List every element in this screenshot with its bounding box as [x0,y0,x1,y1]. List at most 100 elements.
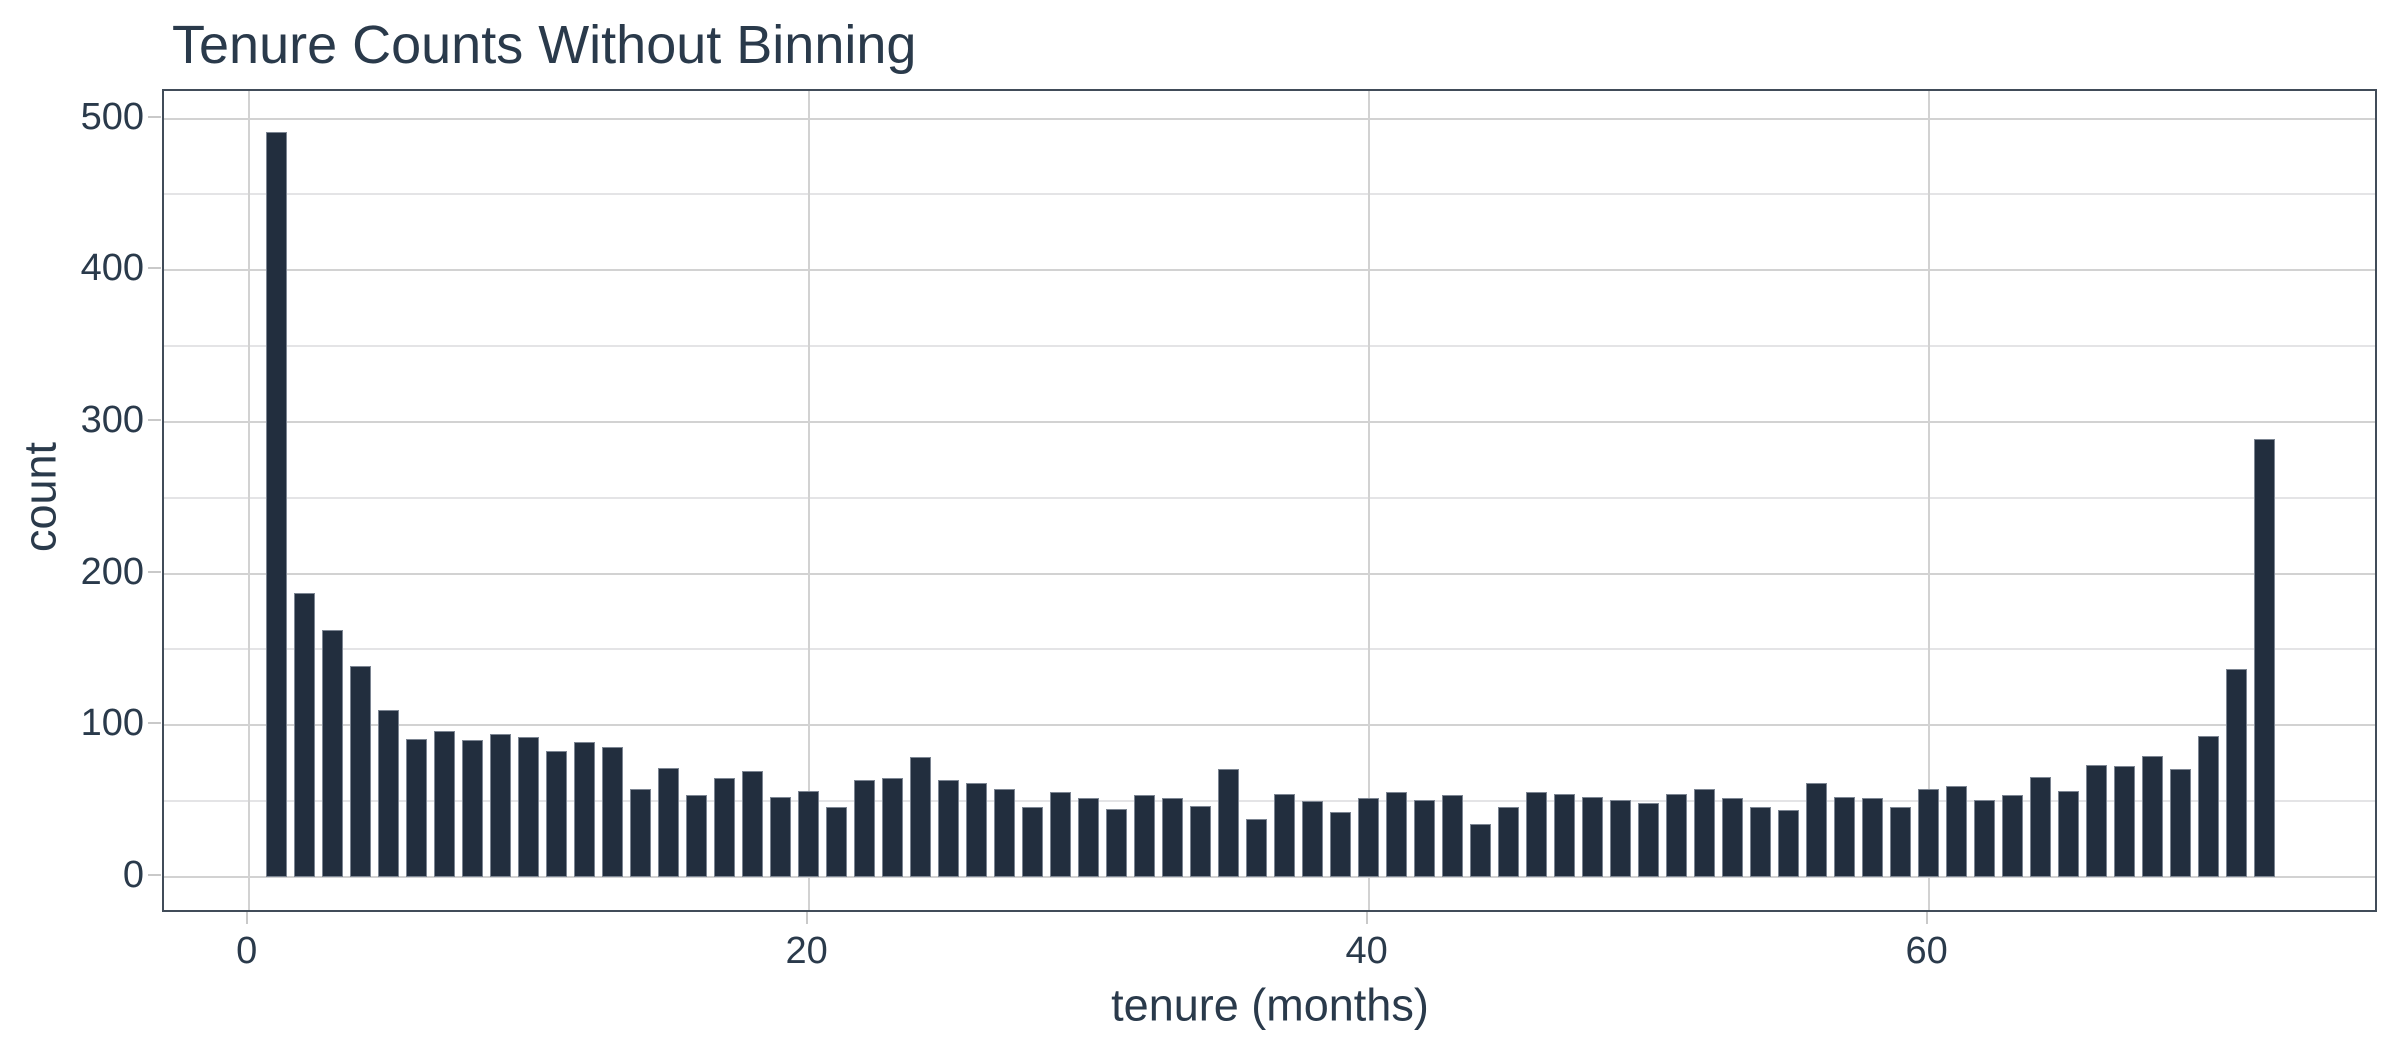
bar-tenure-43 [1442,795,1464,877]
y-tick-label: 100 [80,702,144,745]
x-major-gridline [1927,91,1930,910]
bar-tenure-19 [770,796,792,877]
x-tick-label: 40 [1345,930,1388,972]
x-major-gridline [247,91,250,910]
y-tick [148,722,161,725]
bar-tenure-52 [1694,789,1716,877]
bar-tenure-26 [966,782,988,877]
bar-tenure-62 [1974,799,1996,877]
x-tick [1925,912,1928,924]
bar-tenure-51 [1666,793,1688,877]
bar-tenure-6 [406,738,428,877]
bar-tenure-50 [1638,802,1660,877]
bar-tenure-12 [574,741,596,877]
y-major-gridline [164,269,2375,272]
y-minor-gridline [164,193,2375,196]
bar-tenure-69 [2170,769,2192,877]
bar-tenure-54 [1750,807,1772,877]
bar-tenure-15 [658,767,680,877]
bar-tenure-3 [322,629,344,877]
bar-tenure-64 [2030,776,2052,877]
bar-tenure-57 [1834,796,1856,877]
y-minor-gridline [164,800,2375,803]
bar-tenure-46 [1526,792,1548,877]
y-minor-gridline [164,496,2375,499]
bar-tenure-63 [2002,795,2024,877]
bar-tenure-13 [602,746,624,877]
bar-tenure-45 [1498,807,1520,877]
bar-tenure-25 [938,779,960,877]
y-major-gridline [164,420,2375,423]
bar-tenure-24 [910,757,932,877]
bar-tenure-16 [686,795,708,877]
bar-tenure-9 [490,734,512,877]
y-axis-title: count [14,441,66,553]
y-tick-label: 300 [80,398,144,441]
bar-tenure-60 [1918,789,1940,877]
chart-title: Tenure Counts Without Binning [172,15,917,75]
x-tick-label: 60 [1905,930,1948,972]
y-major-gridline [164,876,2375,878]
y-tick [148,570,161,573]
bar-tenure-35 [1218,769,1240,877]
bar-tenure-29 [1050,792,1072,877]
y-tick-label: 200 [80,550,144,593]
bar-tenure-34 [1190,805,1212,877]
x-tick [805,912,808,924]
y-major-gridline [164,117,2375,120]
bar-tenure-70 [2198,735,2220,877]
bar-tenure-56 [1806,782,1828,877]
plot-area [162,89,2377,912]
bar-tenure-49 [1610,799,1632,877]
x-tick [1365,912,1368,924]
y-tick [148,418,161,421]
bar-tenure-17 [714,778,736,877]
bar-tenure-68 [2142,755,2164,877]
bar-tenure-65 [2058,790,2080,877]
bar-tenure-21 [826,807,848,877]
bar-tenure-20 [798,790,820,877]
bar-tenure-47 [1554,793,1576,877]
y-tick-label: 500 [80,95,144,138]
bar-tenure-30 [1078,798,1100,877]
bar-tenure-18 [742,770,764,877]
bar-tenure-1 [266,132,288,877]
bar-tenure-39 [1330,811,1352,877]
bar-tenure-14 [630,789,652,877]
bar-tenure-37 [1274,793,1296,877]
x-tick [245,912,248,924]
y-tick-label: 0 [122,854,144,896]
x-tick-label: 0 [236,930,258,972]
bar-tenure-36 [1246,819,1268,877]
bar-tenure-66 [2086,764,2108,877]
bar-tenure-59 [1890,807,1912,877]
bar-tenure-31 [1106,808,1128,877]
bar-tenure-4 [350,666,372,877]
bar-tenure-44 [1470,823,1492,877]
bar-tenure-2 [294,593,316,877]
bar-tenure-61 [1946,785,1968,877]
y-tick [148,874,161,876]
bar-tenure-38 [1302,801,1324,877]
bar-tenure-23 [882,778,904,877]
y-tick [148,115,161,118]
y-minor-gridline [164,648,2375,651]
bar-tenure-28 [1022,807,1044,877]
y-major-gridline [164,724,2375,727]
bar-tenure-33 [1162,798,1184,877]
y-tick-label: 400 [80,247,144,290]
bar-tenure-11 [546,751,568,877]
bar-tenure-58 [1862,798,1884,877]
bar-tenure-42 [1414,799,1436,877]
bar-tenure-71 [2226,669,2248,877]
x-axis-title: tenure (months) [1111,979,1429,1031]
bar-tenure-67 [2114,766,2136,877]
bar-tenure-27 [994,789,1016,877]
bar-tenure-7 [434,731,456,877]
bar-tenure-72 [2254,438,2276,877]
y-major-gridline [164,572,2375,575]
bar-tenure-48 [1582,796,1604,877]
bar-tenure-8 [462,740,484,877]
bar-tenure-5 [378,710,400,877]
